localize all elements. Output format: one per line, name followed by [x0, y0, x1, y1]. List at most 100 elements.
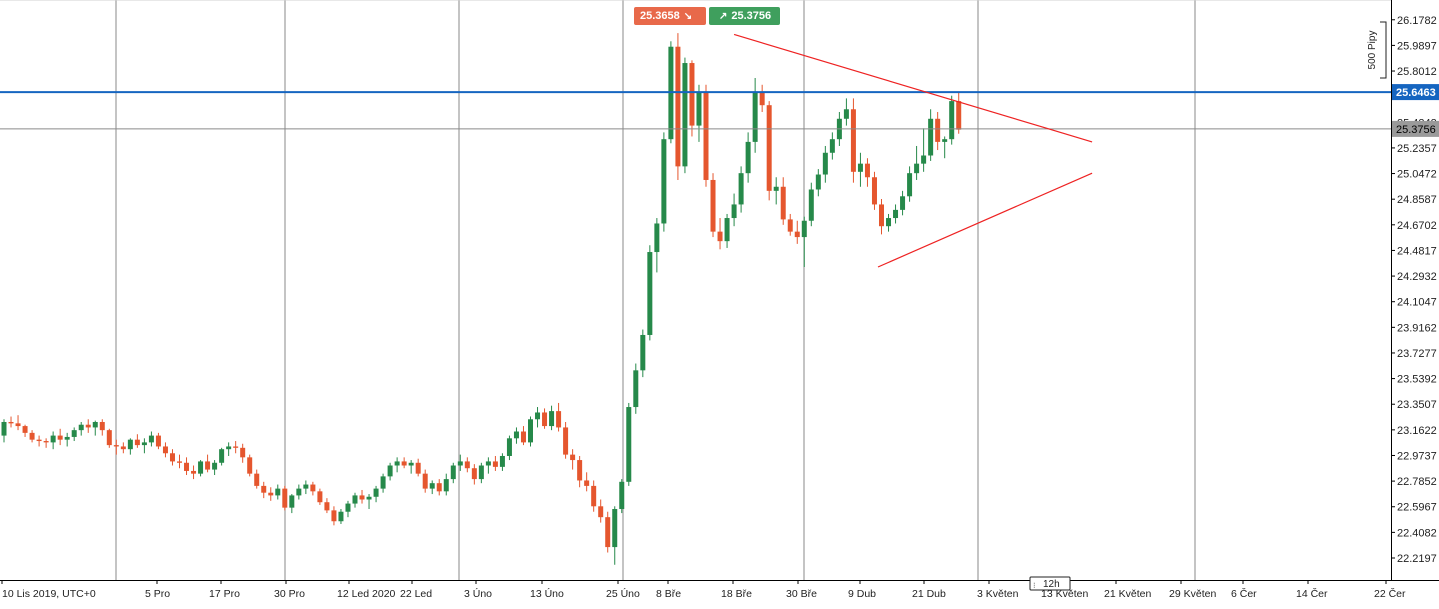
candle-down [780, 186, 786, 220]
upper-trendline[interactable] [733, 33, 1093, 143]
x-tick-label: 14 Čer [1296, 587, 1328, 600]
lower-trendline[interactable] [877, 172, 1093, 268]
y-tick-label: 24.8587 [1397, 194, 1437, 206]
candle-down [401, 461, 407, 466]
y-tick-label: 22.5967 [1397, 502, 1437, 514]
level-price-tag [1392, 84, 1439, 101]
candle-down [169, 453, 175, 462]
x-tick-label: 12 Led 2020 [337, 588, 396, 600]
drag-handle-icon[interactable]: ⁝ [1033, 581, 1036, 590]
x-tick-label: 10 Lis 2019, UTC+0 [2, 588, 96, 600]
candle-down [29, 432, 35, 440]
candle-up [275, 488, 281, 496]
candle-up [535, 412, 541, 420]
candle-down [177, 461, 182, 463]
candle-down [675, 46, 681, 167]
x-tick-label: 22 Čer [1374, 587, 1406, 600]
candle-down [134, 439, 140, 446]
candle-down [879, 204, 884, 227]
candle-down [850, 109, 856, 172]
sell-price-box[interactable]: 25.3658 ↘ [634, 7, 706, 25]
candle-down [787, 219, 793, 232]
candle-up [808, 189, 814, 221]
candle-up [626, 407, 632, 482]
candle-down [759, 91, 765, 106]
y-tick-label: 22.9737 [1397, 450, 1437, 462]
arrow-up-right-icon: ↗ [719, 11, 728, 22]
candle-up [914, 163, 920, 174]
candle-down [331, 510, 337, 522]
candle-up [148, 435, 154, 443]
timeframe-badge[interactable] [1029, 576, 1071, 591]
candle-up [485, 461, 491, 466]
candle-up [907, 173, 913, 197]
candle-up [857, 163, 863, 172]
candle-up [212, 462, 218, 470]
candle-up [394, 461, 400, 466]
candle-down [324, 502, 330, 511]
y-tick-label: 25.9897 [1397, 40, 1437, 52]
candle-up [886, 218, 892, 227]
y-tick-label: 25.0472 [1397, 169, 1437, 181]
buy-price-box[interactable]: ↗ 25.3756 [709, 7, 780, 25]
candle-up [773, 186, 779, 191]
candle-up [752, 91, 758, 142]
candle-down [113, 445, 119, 447]
candle-down [464, 461, 470, 469]
candle-up [647, 252, 653, 335]
current-price-tag [1392, 120, 1439, 137]
x-tick-label: 30 Pro [274, 588, 305, 600]
candle-down [871, 177, 877, 205]
candle-down [310, 484, 316, 492]
level-price-label: 25.6463 [1396, 87, 1436, 99]
candle-down [584, 480, 590, 486]
x-tick-label: 9 Dub [848, 588, 876, 600]
x-tick-label: 29 Květen [1169, 588, 1216, 600]
candle-up [198, 461, 204, 474]
candle-down [254, 473, 260, 486]
timeframe-label: 12h [1043, 579, 1060, 590]
candle-up [928, 118, 934, 156]
x-tick-label: 25 Úno [606, 587, 640, 600]
y-tick-label: 23.5392 [1397, 374, 1437, 386]
y-tick-label: 23.1622 [1397, 425, 1437, 437]
candle-up [457, 461, 463, 466]
sell-price-label: 25.3658 [640, 10, 680, 22]
candle-up [731, 204, 737, 219]
candle-down [422, 473, 428, 489]
candle-up [289, 495, 295, 508]
y-tick-label: 24.1047 [1397, 297, 1437, 309]
x-tick-label: 3 Květen [977, 588, 1019, 600]
buy-price-label: 25.3756 [731, 10, 772, 22]
candle-up [506, 438, 512, 456]
candle-down [563, 427, 569, 455]
current-price-label: 25.3756 [1396, 124, 1436, 136]
candle-down [492, 461, 498, 467]
candle-down [8, 421, 14, 424]
y-tick-label: 23.7277 [1397, 348, 1437, 360]
candle-up [633, 370, 639, 408]
candle-up [738, 173, 744, 205]
candle-down [703, 91, 709, 180]
x-tick-label: 30 Bře [786, 588, 817, 600]
candle-up [219, 449, 225, 463]
y-tick-label: 22.2197 [1397, 553, 1437, 565]
candle-down [605, 517, 611, 548]
x-tick-label: 22 Led [400, 588, 432, 600]
candle-up [478, 465, 484, 480]
x-tick-label: 17 Pro [209, 588, 240, 600]
x-tick-label: 8 Bře [656, 588, 681, 600]
candle-up [50, 435, 56, 443]
candle-up [380, 476, 386, 489]
candle-up [528, 419, 533, 443]
candle-up [366, 496, 372, 500]
candle-up [373, 488, 379, 497]
candle-down [120, 446, 126, 450]
candle-down [591, 485, 597, 507]
candle-up [815, 174, 821, 190]
candle-down [436, 483, 442, 492]
candle-down [155, 435, 161, 447]
y-tick-label: 24.6702 [1397, 220, 1437, 232]
